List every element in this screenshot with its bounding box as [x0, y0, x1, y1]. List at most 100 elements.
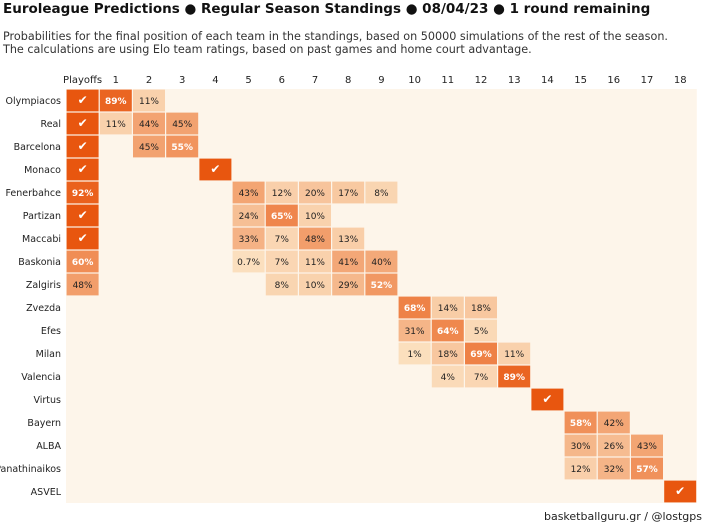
cell-value-label: 31% — [405, 327, 425, 337]
heatmap-cell — [664, 480, 697, 503]
cell-value-label: 60% — [72, 258, 94, 268]
row-label-efes: Efes — [41, 326, 61, 337]
heatmap-cell — [431, 365, 464, 388]
row-label-monaco: Monaco — [24, 165, 61, 176]
column-header-9: 9 — [378, 75, 384, 86]
row-label-partizan: Partizan — [23, 211, 61, 222]
heatmap-cell — [66, 204, 99, 227]
column-header-4: 4 — [212, 75, 218, 86]
cell-value-label: ✔ — [78, 208, 88, 222]
row-label-real: Real — [41, 119, 61, 130]
chart-subtitle-line-2: The calculations are using Elo team rati… — [3, 43, 532, 56]
cell-value-label: 24% — [239, 212, 259, 222]
cell-value-label: 20% — [305, 189, 325, 199]
cell-value-label: 8% — [275, 281, 290, 291]
column-header-2: 2 — [146, 75, 152, 86]
cell-value-label: 41% — [338, 258, 358, 268]
cell-value-label: 68% — [404, 304, 426, 314]
row-label-maccabi: Maccabi — [22, 234, 61, 245]
column-header-12: 12 — [475, 75, 488, 86]
cell-value-label: 14% — [438, 304, 458, 314]
cell-value-label: 1% — [407, 350, 422, 360]
column-header-playoffs: Playoffs — [63, 75, 102, 86]
row-label-asvel: ASVEL — [31, 487, 62, 498]
cell-value-label: 42% — [604, 419, 624, 429]
heatmap-cell — [631, 434, 663, 457]
column-header-18: 18 — [674, 75, 687, 86]
cell-value-label: 43% — [637, 442, 657, 452]
heatmap-cell — [465, 365, 497, 388]
column-header-1: 1 — [113, 75, 119, 86]
row-label-alba: ALBA — [36, 441, 61, 452]
row-label-fenerbahce: Fenerbahce — [5, 188, 61, 199]
cell-value-label: ✔ — [542, 392, 552, 406]
cell-value-label: 18% — [471, 304, 491, 314]
chart-subtitle-line-1: Probabilities for the final position of … — [3, 30, 668, 43]
heatmap-cell — [66, 135, 99, 158]
column-header-10: 10 — [408, 75, 421, 86]
heatmap-cell — [564, 457, 597, 480]
heatmap-cell — [597, 434, 630, 457]
cell-value-label: ✔ — [78, 231, 88, 245]
column-header-16: 16 — [607, 75, 620, 86]
heatmap-cell — [332, 250, 365, 273]
heatmap-cell — [66, 273, 99, 296]
heatmap-cell — [597, 411, 630, 434]
heatmap-cell — [531, 388, 564, 411]
heatmap-cell — [66, 158, 99, 181]
row-label-milan: Milan — [36, 349, 61, 360]
heatmap-cell — [597, 457, 630, 480]
row-label-zvezda: Zvezda — [26, 303, 61, 314]
heatmap-cell — [498, 342, 531, 365]
heatmap-cell — [299, 273, 331, 296]
cell-value-label: 64% — [437, 327, 459, 337]
cell-value-label: 12% — [272, 189, 292, 199]
cell-value-label: 58% — [570, 419, 592, 429]
heatmap-cell — [299, 181, 331, 204]
cell-value-label: 0.7% — [237, 258, 260, 268]
cell-value-label: 7% — [275, 235, 290, 245]
column-header-5: 5 — [245, 75, 251, 86]
row-label-zalgiris: Zalgiris — [26, 280, 61, 291]
heatmap-cell — [232, 250, 265, 273]
heatmap-cell — [133, 135, 165, 158]
heatmap-cell — [431, 319, 464, 342]
heatmap-cell — [232, 204, 265, 227]
column-header-11: 11 — [441, 75, 454, 86]
heatmap-cell — [66, 181, 99, 204]
cell-value-label: 33% — [239, 235, 259, 245]
heatmap-cell — [365, 250, 398, 273]
heatmap-cell — [332, 181, 365, 204]
heatmap-cell — [66, 112, 99, 135]
cell-value-label: 18% — [438, 350, 458, 360]
cell-value-label: 29% — [338, 281, 358, 291]
heatmap-cell — [631, 457, 663, 480]
heatmap-cell — [232, 227, 265, 250]
cell-value-label: 11% — [106, 120, 126, 130]
column-header-7: 7 — [312, 75, 318, 86]
heatmap-cell — [232, 181, 265, 204]
cell-value-label: 89% — [503, 373, 525, 383]
row-label-bayern: Bayern — [27, 418, 61, 429]
cell-value-label: 30% — [571, 442, 591, 452]
heatmap-cell — [365, 181, 398, 204]
heatmap-cell — [398, 319, 431, 342]
row-label-barcelona: Barcelona — [14, 142, 61, 153]
column-header-8: 8 — [345, 75, 351, 86]
column-header-6: 6 — [279, 75, 285, 86]
cell-value-label: 7% — [474, 373, 489, 383]
cell-value-label: 10% — [305, 212, 325, 222]
heatmap-cell — [398, 342, 431, 365]
cell-value-label: ✔ — [210, 162, 220, 176]
heatmap-cell — [465, 296, 497, 319]
column-header-3: 3 — [179, 75, 185, 86]
heatmap-cell — [398, 296, 431, 319]
column-header-14: 14 — [541, 75, 554, 86]
heatmap-cell — [99, 89, 132, 112]
heatmap-cell — [133, 89, 165, 112]
footer-credit: basketballguru.gr / @lostgps — [543, 510, 702, 523]
cell-value-label: ✔ — [78, 162, 88, 176]
heatmap-cell — [133, 112, 165, 135]
heatmap-cell — [66, 227, 99, 250]
